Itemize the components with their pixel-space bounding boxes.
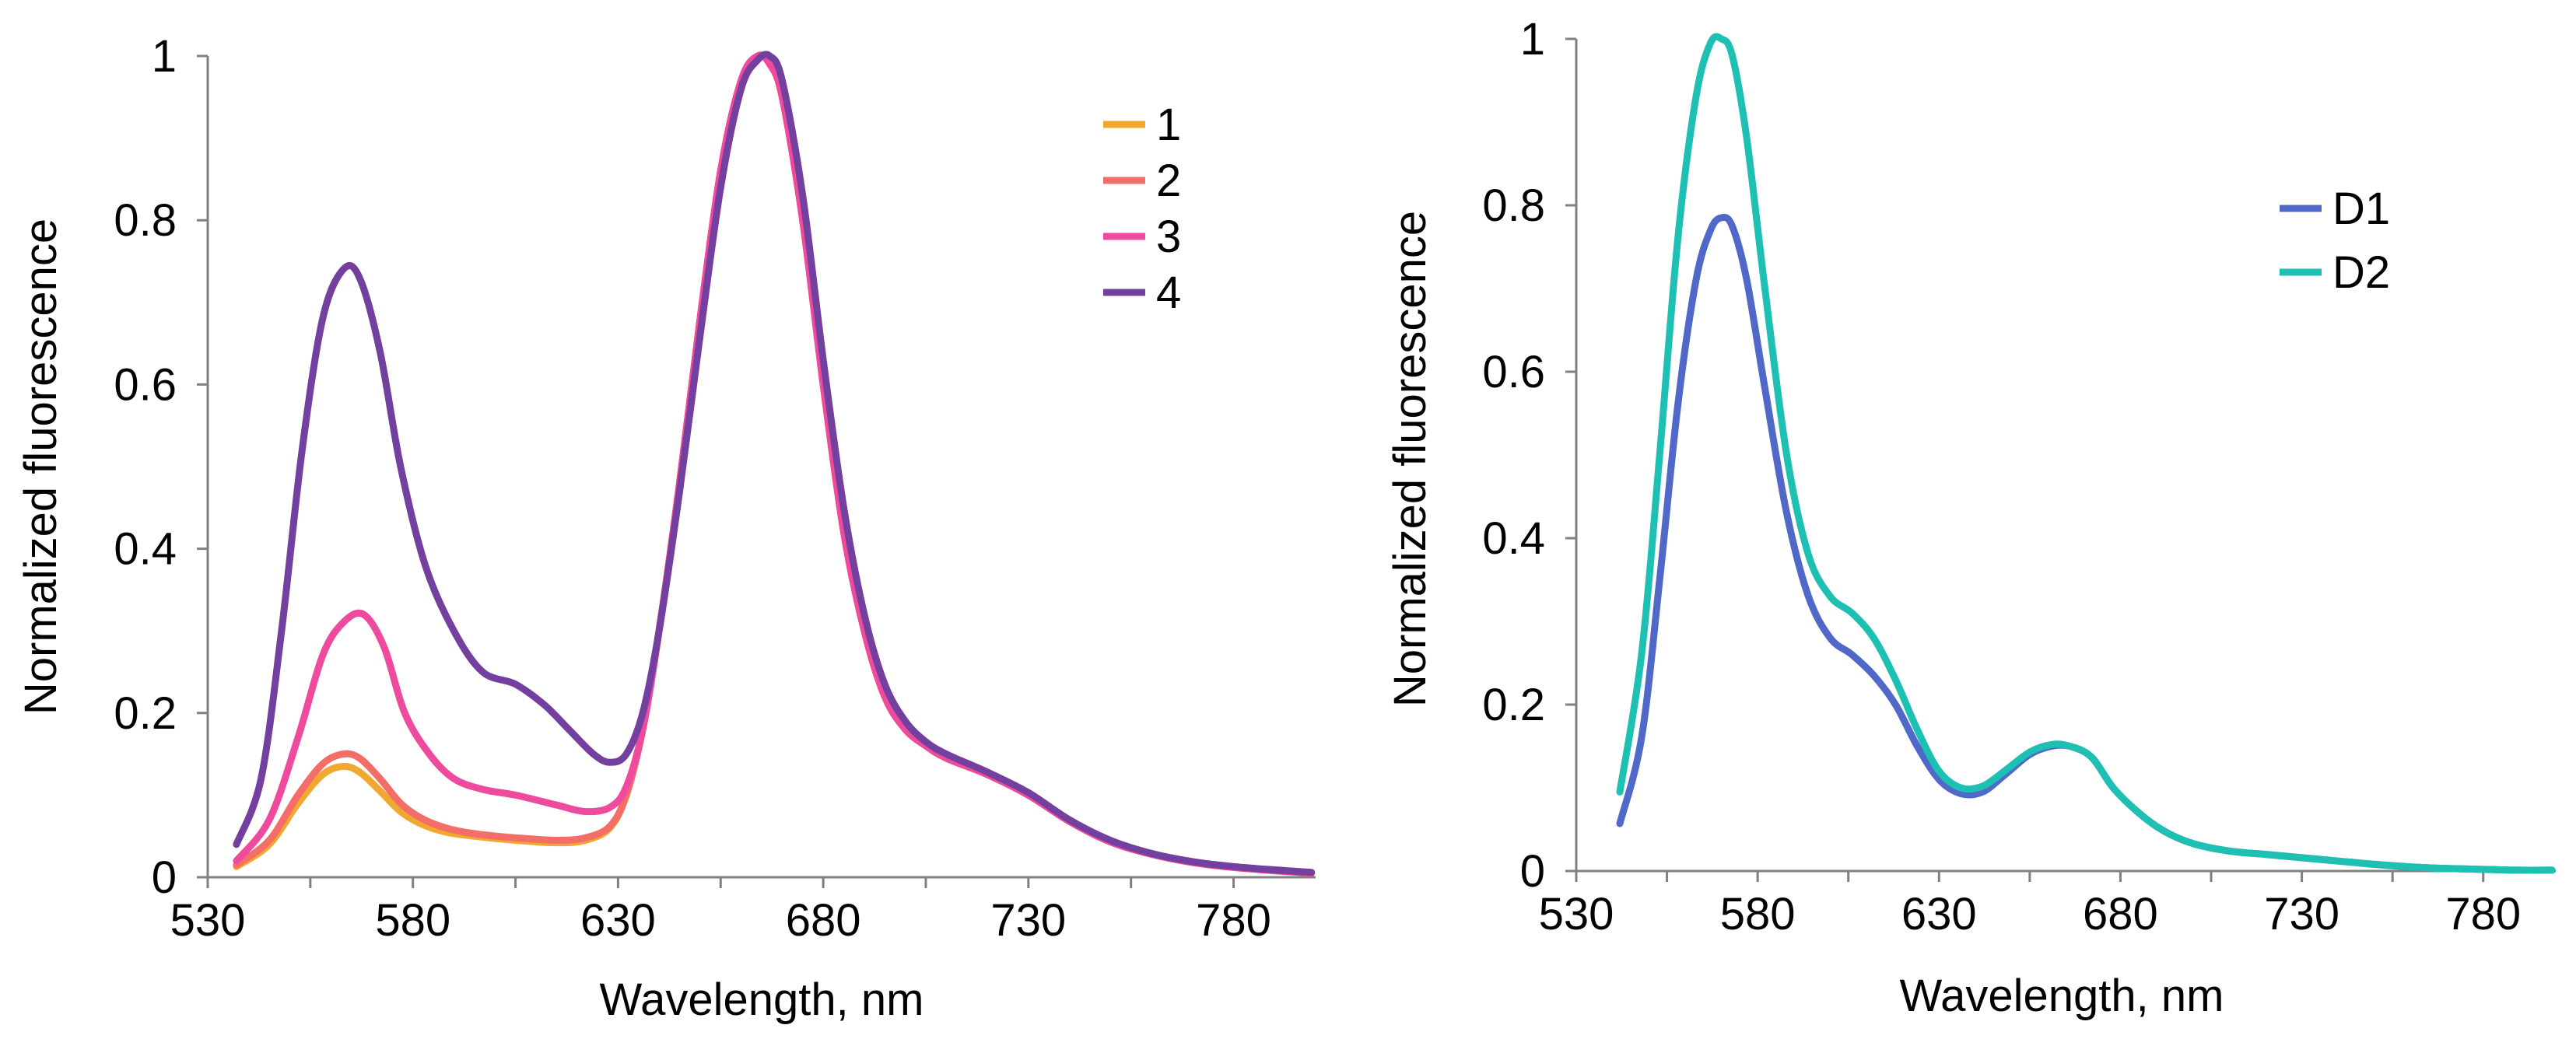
left-x-tick-label: 580 xyxy=(375,895,450,946)
right-x-tick-label: 530 xyxy=(1539,889,1614,939)
left-legend-label-3: 3 xyxy=(1156,212,1181,262)
left-y-tick-label: 0 xyxy=(152,852,177,903)
left-x-tick-label: 680 xyxy=(786,895,861,946)
right-y-axis-title: Normalized fluorescence xyxy=(1385,211,1435,707)
left-y-tick-label: 0.2 xyxy=(114,688,177,739)
left-x-tick-label: 530 xyxy=(170,895,246,946)
left-y-tick-label: 0.8 xyxy=(114,195,177,246)
right-y-tick-label: 0.2 xyxy=(1482,680,1545,730)
left-y-tick-label: 1 xyxy=(152,31,177,82)
right-x-tick-label: 630 xyxy=(1901,889,1977,939)
right-x-tick-label: 580 xyxy=(1720,889,1796,939)
left-legend-label-4: 4 xyxy=(1156,268,1181,318)
right-y-tick-label: 0 xyxy=(1520,846,1545,897)
left-legend-label-1: 1 xyxy=(1156,100,1181,150)
right-x-tick-label: 730 xyxy=(2264,889,2339,939)
left-x-tick-label: 780 xyxy=(1196,895,1271,946)
right-y-tick-label: 1 xyxy=(1520,14,1545,65)
left-y-tick-label: 0.6 xyxy=(114,359,177,410)
right-legend-label-D1: D1 xyxy=(2332,184,2390,234)
left-legend: 1 2 3 4 xyxy=(1103,100,1181,318)
left-series-line-4 xyxy=(233,51,1316,876)
right-legend-label-D2: D2 xyxy=(2332,247,2390,298)
left-legend-label-2: 2 xyxy=(1156,156,1181,206)
right-y-tick-label: 0.6 xyxy=(1482,347,1545,397)
left-x-tick-label: 730 xyxy=(990,895,1066,946)
left-x-tick-label: 630 xyxy=(580,895,656,946)
left-y-tick-label: 0.4 xyxy=(114,524,177,575)
right-series-line-D1 xyxy=(1616,213,2556,874)
left-chart: 530 580 630 680 730 780 0 0.2 0.4 0.6 0.8 1 Wavelen… xyxy=(16,31,1316,1025)
right-y-tick-label: 0.8 xyxy=(1482,180,1545,231)
right-x-axis-title: Wavelength, nm xyxy=(1900,971,2224,1021)
right-y-tick-label: 0.4 xyxy=(1482,513,1545,564)
right-series-line-D2 xyxy=(1616,33,2556,874)
left-y-axis-title: Normalized fluorescence xyxy=(16,219,66,715)
right-x-tick-label: 780 xyxy=(2445,889,2521,939)
right-x-tick-label: 680 xyxy=(2083,889,2158,939)
right-chart: 530 580 630 680 730 780 0 0.2 0.4 0.6 0.8 1 Wavelen… xyxy=(1385,14,2556,1021)
left-x-axis-title: Wavelength, nm xyxy=(600,974,924,1025)
